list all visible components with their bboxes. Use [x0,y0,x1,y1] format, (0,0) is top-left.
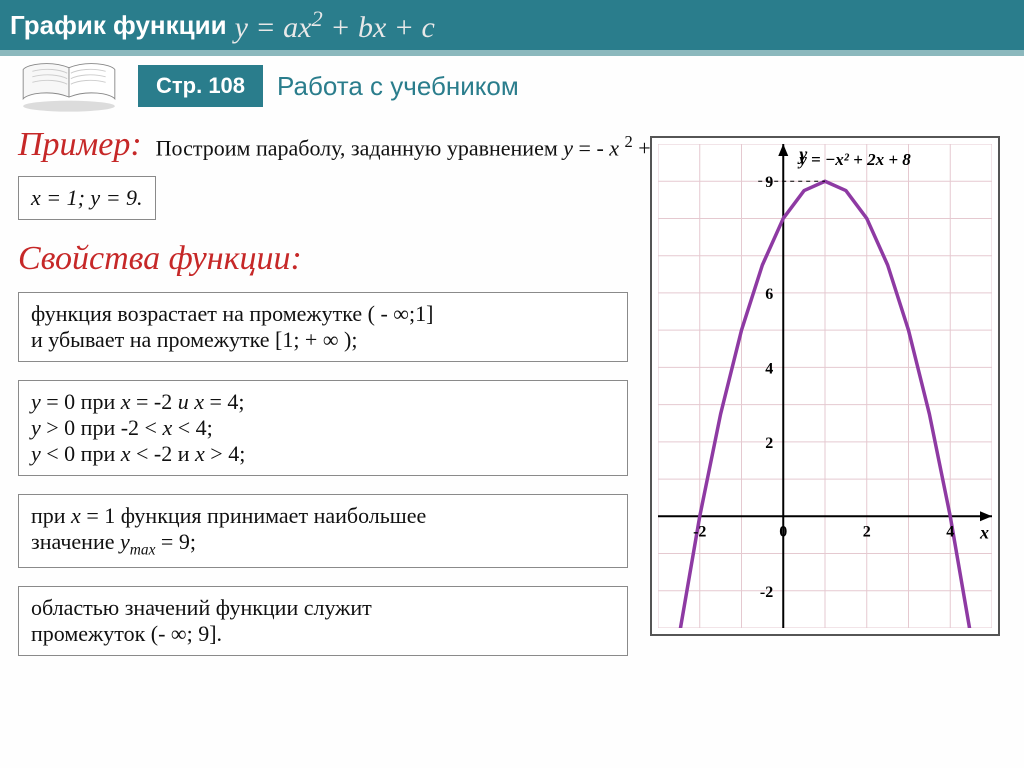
svg-text:0: 0 [779,523,787,540]
example-text: Построим параболу, заданную уравнением y… [156,132,717,161]
work-label: Работа с учебником [277,71,519,102]
svg-text:2: 2 [863,523,871,540]
chart-canvas: -2024-22469xyy = −x² + 2x + 8 [658,144,992,628]
slide-root: График функции y = ax2 + bx + c Стр. 108… [0,0,1024,768]
title-formula: y = ax2 + bx + c [235,6,435,45]
book-icon [14,58,124,114]
property-box: функция возрастает на промежутке ( - ∞;1… [18,292,628,362]
left-column: x = 1; y = 9. Свойства функции: функция … [18,176,628,656]
content-area: Пример: Построим параболу, заданную урав… [0,116,1024,768]
property-box: при x = 1 функция принимает наибольшеезн… [18,494,628,568]
page-tag: Стр. 108 [138,65,263,107]
subheader-row: Стр. 108 Работа с учебником [0,56,1024,116]
properties-title: Свойства функции: [18,240,628,278]
svg-text:y = −x² + 2x + 8: y = −x² + 2x + 8 [797,150,911,169]
property-box: областью значений функции служитпромежут… [18,586,628,656]
title-bar: График функции y = ax2 + bx + c [0,0,1024,50]
svg-text:4: 4 [946,523,954,540]
svg-text:6: 6 [765,286,773,303]
vertex-box: x = 1; y = 9. [18,176,156,220]
chart-panel: -2024-22469xyy = −x² + 2x + 8 [650,136,1000,636]
svg-text:x: x [979,522,989,542]
property-box: y = 0 при x = -2 и x = 4;y > 0 при -2 < … [18,380,628,476]
svg-text:2: 2 [765,435,773,452]
svg-text:-2: -2 [693,523,706,540]
example-label: Пример: [18,126,142,164]
svg-text:4: 4 [765,360,773,377]
svg-text:9: 9 [765,174,773,191]
properties-stack: функция возрастает на промежутке ( - ∞;1… [18,292,628,656]
svg-text:-2: -2 [760,584,773,601]
title-label: График функции [10,10,227,41]
